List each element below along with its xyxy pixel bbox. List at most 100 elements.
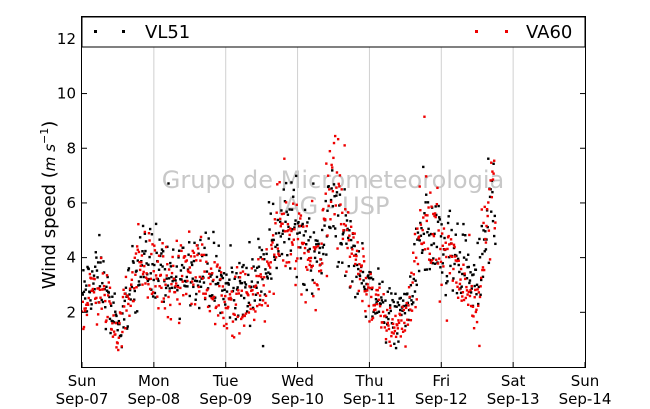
data-point [442, 253, 445, 256]
data-point [95, 269, 99, 272]
data-point [227, 283, 230, 286]
data-point [245, 266, 248, 270]
data-point [137, 250, 141, 254]
y-axis-label: Wind speed (m s−1) [38, 121, 60, 290]
legend-label-va60: VA60 [526, 22, 572, 43]
data-point [114, 333, 117, 336]
data-point [81, 300, 84, 304]
legend-marker-vl51-b [122, 30, 125, 33]
data-point [323, 224, 326, 227]
data-point [133, 289, 137, 293]
data-point [393, 326, 396, 329]
data-point [431, 262, 434, 265]
data-point [115, 346, 118, 349]
data-point [162, 300, 165, 303]
data-point [147, 263, 150, 266]
data-point [250, 285, 253, 289]
data-point [457, 263, 460, 267]
data-point [472, 263, 476, 267]
data-point [211, 297, 215, 301]
data-point [289, 227, 292, 230]
data-point [213, 322, 217, 326]
data-point [231, 334, 234, 337]
data-point [264, 301, 267, 305]
data-point [448, 255, 451, 259]
data-point [381, 321, 384, 324]
data-point [421, 228, 424, 232]
data-point [195, 279, 199, 283]
data-point [313, 250, 316, 253]
data-point [310, 292, 314, 295]
data-point [203, 296, 207, 300]
data-point [151, 295, 155, 298]
data-point [379, 302, 382, 306]
data-point [323, 218, 327, 221]
data-point [460, 285, 463, 288]
data-point [348, 234, 351, 237]
data-point [240, 317, 243, 321]
data-point [344, 274, 347, 277]
data-point [380, 326, 383, 329]
data-point [280, 209, 283, 212]
data-point [270, 277, 273, 280]
data-point [224, 306, 228, 310]
y-tick-label: 6 [66, 194, 76, 212]
data-point [387, 327, 391, 331]
data-point [89, 277, 93, 280]
data-point [254, 293, 258, 296]
data-point [363, 287, 366, 291]
data-point [438, 300, 442, 303]
data-point [476, 241, 479, 245]
data-point [463, 274, 466, 277]
data-point [485, 207, 489, 211]
data-point [183, 255, 187, 258]
data-point [404, 306, 408, 310]
data-point [162, 297, 165, 300]
data-point [138, 236, 142, 239]
data-point [474, 268, 478, 271]
data-point [202, 281, 206, 284]
data-point [148, 255, 151, 259]
data-point [96, 313, 100, 316]
data-point [284, 181, 288, 185]
x-tick-date: Sep-13 [487, 390, 540, 408]
y-axis-label-close: ) [39, 121, 60, 128]
x-tick-date: Sep-12 [415, 390, 468, 408]
data-point [449, 264, 452, 268]
data-point [230, 266, 233, 269]
data-point [198, 280, 202, 283]
data-point [381, 301, 385, 304]
data-point [459, 291, 463, 295]
data-point [262, 284, 265, 287]
data-point [386, 290, 389, 293]
data-point [177, 321, 181, 325]
data-point [109, 304, 113, 307]
data-point [325, 253, 328, 256]
data-point [362, 279, 365, 282]
data-point [452, 277, 455, 280]
data-point [316, 239, 319, 243]
data-point [417, 269, 421, 273]
data-point [174, 285, 177, 288]
data-point [393, 329, 397, 333]
data-point [410, 309, 414, 312]
data-point [275, 266, 278, 270]
data-point [169, 265, 173, 268]
data-point [381, 280, 384, 284]
data-point [433, 212, 437, 215]
data-point [333, 227, 337, 230]
data-point [397, 340, 400, 343]
data-point [441, 244, 444, 247]
data-point [87, 296, 90, 300]
data-point [268, 272, 272, 276]
data-point [219, 277, 222, 281]
data-points [81, 115, 497, 352]
data-point [338, 193, 342, 196]
data-point [104, 299, 107, 303]
data-point [343, 144, 346, 147]
data-point [410, 303, 414, 306]
data-point [132, 299, 135, 303]
data-point [478, 295, 482, 299]
data-point [192, 251, 196, 255]
data-point [122, 326, 125, 329]
